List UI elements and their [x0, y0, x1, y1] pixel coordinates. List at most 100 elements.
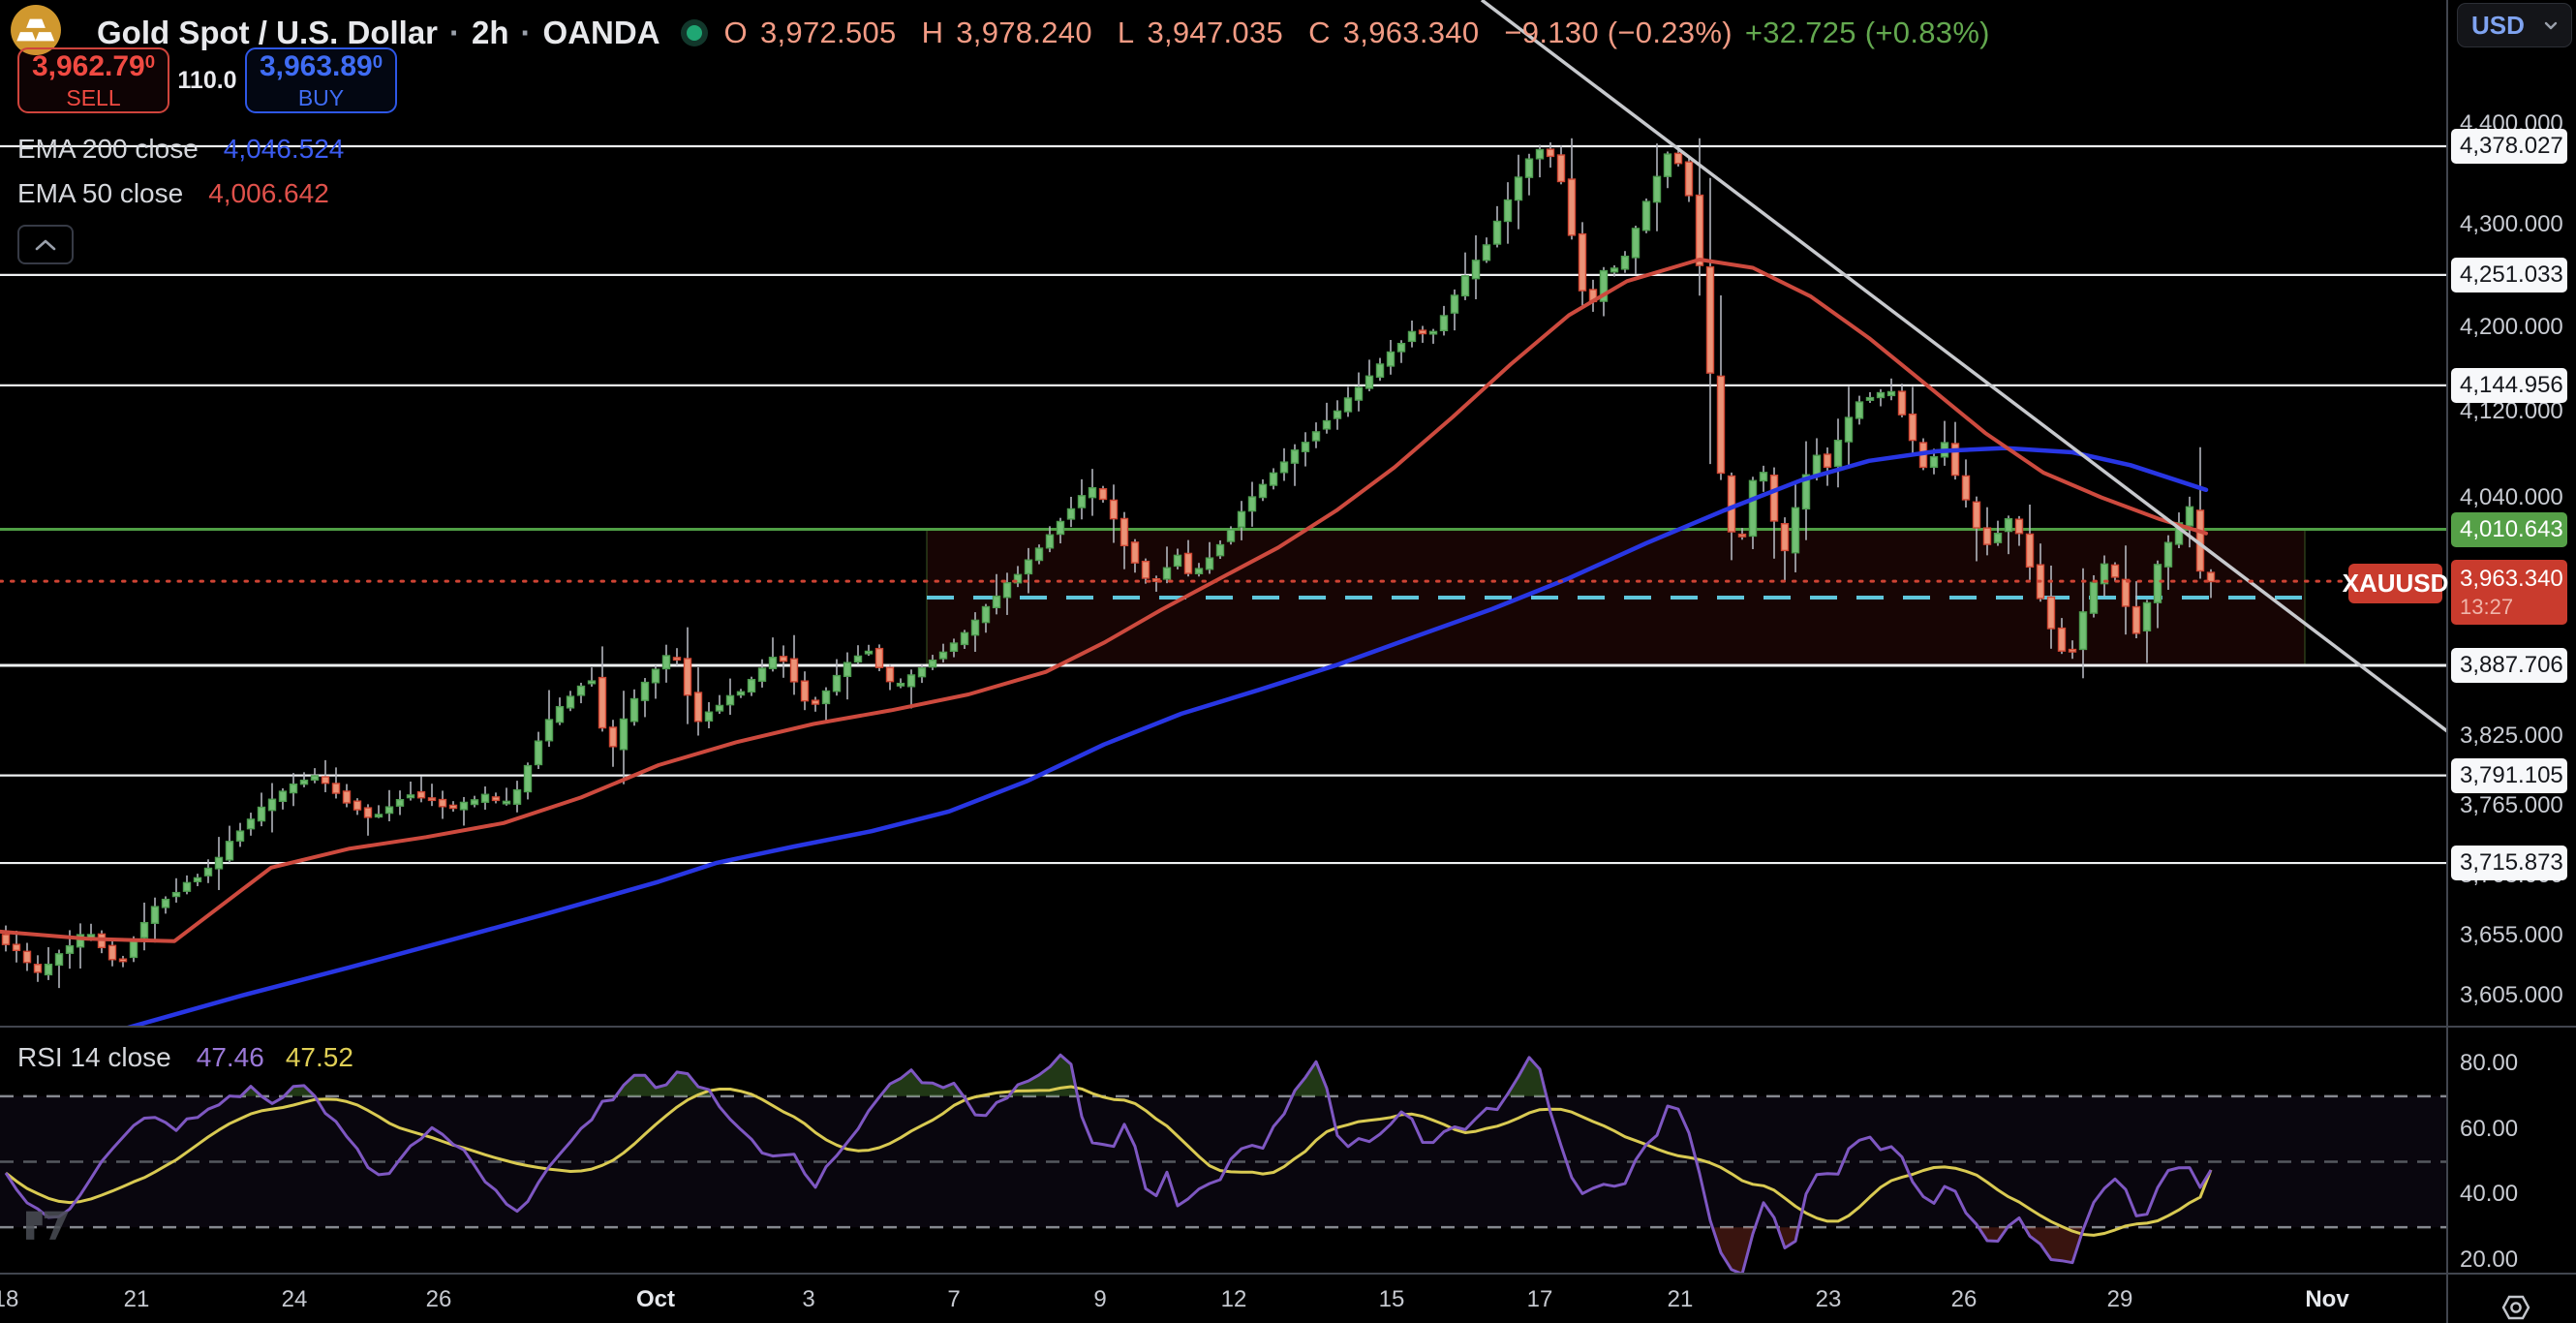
- price-tick-label: 4,200.000: [2460, 314, 2563, 341]
- rsi-label: RSI 14 close: [17, 1042, 171, 1072]
- price-tick-label: 4,040.000: [2460, 483, 2563, 510]
- time-axis[interactable]: 18 21 24 26 Oct 3 7 9 12 15 17 21 23 26 29 Nov: [0, 1274, 2447, 1323]
- timezone-settings-icon[interactable]: [2499, 1290, 2533, 1323]
- high-value: 3,978.240: [956, 15, 1092, 49]
- close-value: 3,963.340: [1342, 15, 1480, 49]
- close-label: C 3,963.340: [1308, 15, 1480, 49]
- price-tick-label: 3,605.000: [2460, 981, 2563, 1008]
- time-axis-day-label: 26: [1950, 1286, 1978, 1312]
- time-axis-day-label: 7: [947, 1286, 961, 1312]
- rsi-tick-label: 80.00: [2460, 1050, 2519, 1076]
- time-axis-day-label: 15: [1378, 1286, 1405, 1312]
- level-price-badge: 4,144.956: [2451, 367, 2567, 403]
- time-axis-day-label: 29: [2106, 1286, 2133, 1312]
- rsi-value: 47.46: [196, 1042, 264, 1072]
- open-value: 3,972.505: [759, 15, 897, 49]
- symbol-price-line-label: XAUUSD: [2343, 564, 2448, 603]
- open-label: O 3,972.505: [723, 15, 897, 49]
- price-axis[interactable]: 4,400.000 4,300.000 4,200.000 4,120.000 4,04…: [2447, 0, 2576, 1274]
- current-price-badge: 3,963.340 13:27: [2451, 560, 2567, 626]
- descending-trendline: [1480, 0, 2447, 733]
- level-price-badge-green: 4,010.643: [2451, 511, 2567, 547]
- time-axis-day-label: 18: [0, 1286, 19, 1312]
- time-axis-day-label: 17: [1526, 1286, 1553, 1312]
- ema50-label: EMA 50 close: [17, 178, 184, 208]
- gold-coin-icon: [10, 4, 62, 61]
- high-label: H 3,978.240: [921, 15, 1092, 49]
- legend-ema200[interactable]: EMA 200 close 4,046.524: [17, 134, 344, 165]
- chart-header: Gold Spot / U.S. Dollar · 2h · OANDA O 3,…: [97, 10, 2003, 56]
- rsi-tick-label: 40.00: [2460, 1181, 2519, 1208]
- sell-price: 3,962.790: [31, 49, 156, 82]
- time-axis-day-label: 21: [1667, 1286, 1694, 1312]
- current-price-value: 3,963.340: [2460, 566, 2563, 593]
- rsi-line: [4, 1053, 2213, 1274]
- low-value: 3,947.035: [1147, 15, 1284, 49]
- trade-panel: 3,962.790 SELL 110.0 3,963.890 BUY: [17, 47, 397, 113]
- time-axis-day-label: 21: [123, 1286, 150, 1312]
- bar-change: −9.130 (−0.23%): [1504, 15, 1733, 49]
- sell-button[interactable]: 3,962.790 SELL: [17, 47, 169, 113]
- rsi-oversold-fill: [1777, 1227, 1799, 1248]
- time-axis-day-label: 23: [1815, 1286, 1842, 1312]
- legend-rsi[interactable]: RSI 14 close 47.46 47.52: [17, 1042, 353, 1073]
- chevron-down-icon: [2544, 21, 2558, 30]
- chevron-up-icon: [35, 239, 56, 250]
- rsi-tick-label: 60.00: [2460, 1115, 2519, 1142]
- separator: ·: [520, 15, 532, 50]
- rsi-ma-line: [5, 1085, 2213, 1237]
- level-price-badge: 3,791.105: [2451, 757, 2567, 793]
- ema200-line: [123, 446, 2209, 1027]
- time-axis-day-label: 26: [425, 1286, 452, 1312]
- time-axis-month-label: Oct: [635, 1286, 676, 1312]
- buy-button[interactable]: 3,963.890 BUY: [245, 47, 397, 113]
- candle-bodies: [1, 148, 2216, 976]
- currency-selector[interactable]: USD: [2457, 3, 2572, 47]
- level-price-badge: 3,715.873: [2451, 846, 2567, 881]
- ema200-label: EMA 200 close: [17, 134, 199, 164]
- time-axis-day-label: 9: [1093, 1286, 1107, 1312]
- time-axis-day-label: 24: [281, 1286, 308, 1312]
- price-pane: [0, 0, 2447, 1027]
- market-status-icon[interactable]: [680, 18, 709, 47]
- rsi-pane: [0, 1053, 2447, 1274]
- level-price-badge: 4,378.027: [2451, 129, 2567, 164]
- time-axis-month-label: Nov: [2305, 1286, 2349, 1312]
- currency-value: USD: [2471, 10, 2525, 40]
- price-tick-label: 4,300.000: [2460, 211, 2563, 238]
- session-change: +32.725 (+0.83%): [1744, 15, 1990, 49]
- rsi-overbought-fill: [615, 1071, 714, 1096]
- symbol-title[interactable]: Gold Spot / U.S. Dollar: [97, 15, 439, 50]
- ema200-value: 4,046.524: [223, 134, 345, 164]
- interval-label[interactable]: 2h: [472, 15, 509, 50]
- time-axis-day-label: 12: [1220, 1286, 1247, 1312]
- level-price-badge: 4,251.033: [2451, 257, 2567, 292]
- ema50-value: 4,006.642: [208, 178, 329, 208]
- bar-countdown: 13:27: [2460, 595, 2514, 620]
- exchange-label[interactable]: OANDA: [542, 15, 660, 50]
- rsi-tick-label: 20.00: [2460, 1246, 2519, 1273]
- rsi-oversold-fill: [2024, 1227, 2084, 1263]
- ema50-line: [0, 258, 2208, 943]
- legend-ema50[interactable]: EMA 50 close 4,006.642: [17, 178, 329, 209]
- rsi-ma-value: 47.52: [285, 1042, 353, 1072]
- supply-zone-box: [926, 528, 2306, 667]
- buy-label: BUY: [297, 84, 345, 110]
- rsi-overbought-fill: [240, 1086, 261, 1096]
- tradingview-logo-watermark: [23, 1197, 74, 1246]
- collapse-legend-button[interactable]: [17, 225, 74, 264]
- separator: ·: [449, 15, 461, 50]
- rsi-overbought-fill: [1008, 1055, 1078, 1096]
- time-axis-day-label: 3: [802, 1286, 815, 1312]
- price-tick-label: 3,655.000: [2460, 921, 2563, 948]
- ohlc-readout: O 3,972.505 H 3,978.240 L 3,947.035 C 3,963.…: [724, 15, 2003, 50]
- level-price-badge: 3,887.706: [2451, 648, 2567, 684]
- spread-value: 110.0: [177, 66, 237, 94]
- price-tick-label: 3,825.000: [2460, 723, 2563, 750]
- buy-price: 3,963.890: [259, 49, 383, 82]
- low-label: L 3,947.035: [1117, 15, 1284, 49]
- sell-label: SELL: [66, 84, 121, 110]
- price-tick-label: 3,765.000: [2460, 791, 2563, 818]
